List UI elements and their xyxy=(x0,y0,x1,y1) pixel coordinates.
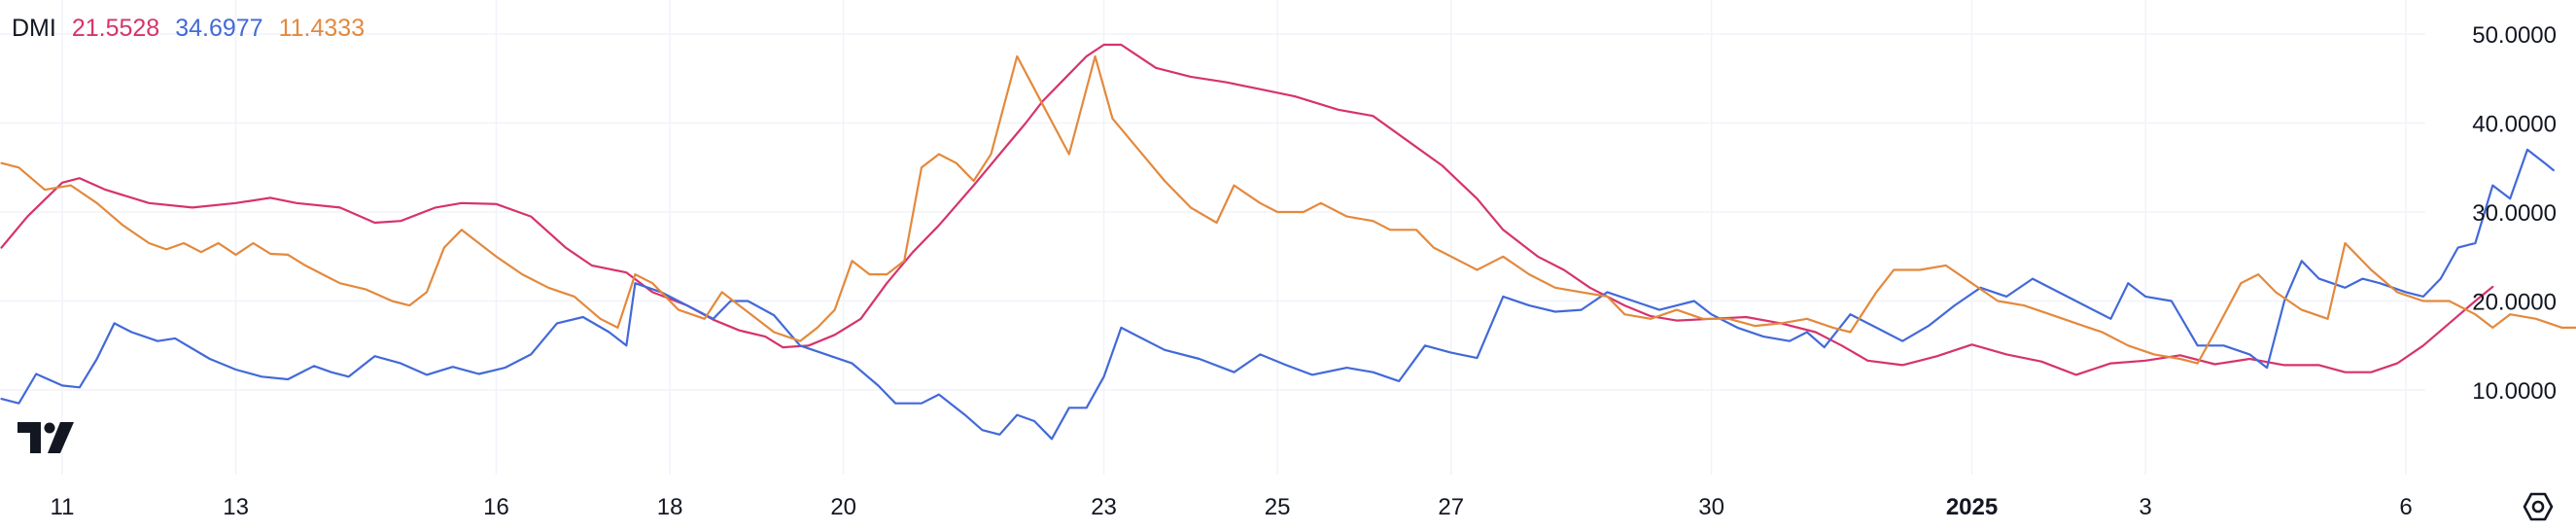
x-tick-label: 11 xyxy=(51,494,75,520)
x-tick-label: 20 xyxy=(830,494,856,520)
series-lines xyxy=(2,45,2576,439)
legend-value-adx: 21.5528 xyxy=(72,12,159,45)
y-tick-label: 20.0000 xyxy=(2472,290,2557,316)
x-tick-label: 23 xyxy=(1091,494,1117,520)
time-axis[interactable]: 11 13 16 18 20 23 25 27 30 2025 3 6 xyxy=(51,494,2413,520)
y-tick-label: 50.0000 xyxy=(2472,22,2557,49)
price-axis[interactable]: 10.0000 20.0000 30.0000 40.0000 50.0000 xyxy=(2472,22,2557,405)
x-tick-label: 30 xyxy=(1698,494,1724,520)
tradingview-logo-icon[interactable] xyxy=(16,420,78,460)
y-tick-label: 40.0000 xyxy=(2472,112,2557,138)
x-tick-label: 3 xyxy=(2139,494,2151,520)
x-tick-label: 18 xyxy=(657,494,683,520)
legend-value-minus-di: 11.4333 xyxy=(279,12,366,45)
horizontal-gridlines xyxy=(0,34,2425,390)
x-tick-label: 6 xyxy=(2399,494,2412,520)
settings-gear-icon[interactable] xyxy=(2522,490,2555,528)
x-tick-label: 27 xyxy=(1438,494,1464,520)
x-tick-label: 16 xyxy=(483,494,509,520)
legend-indicator-name: DMI xyxy=(12,12,56,45)
vertical-gridlines xyxy=(62,0,2406,475)
legend-value-plus-di: 34.6977 xyxy=(175,12,262,45)
x-tick-label: 13 xyxy=(223,494,249,520)
minus-di-line xyxy=(2,56,2576,376)
x-tick-label: 25 xyxy=(1265,494,1291,520)
adx-line xyxy=(2,45,2493,374)
x-tick-label: 2025 xyxy=(1946,494,1998,520)
y-tick-label: 10.0000 xyxy=(2472,378,2557,405)
y-tick-label: 30.0000 xyxy=(2472,200,2557,227)
indicator-legend[interactable]: DMI 21.5528 34.6977 11.4333 xyxy=(12,12,365,45)
